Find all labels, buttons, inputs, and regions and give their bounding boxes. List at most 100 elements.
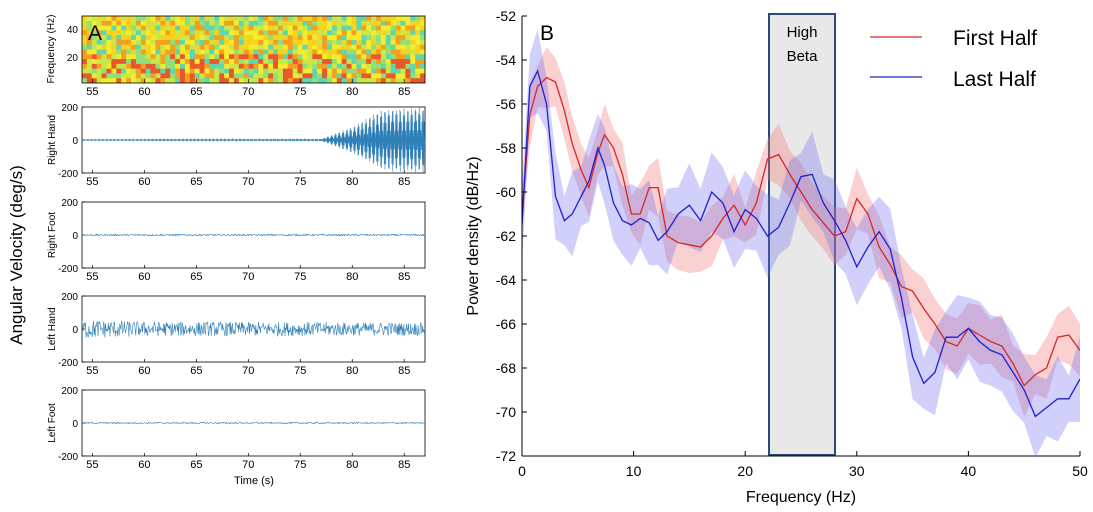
- trace-xtick-label: 60: [138, 459, 150, 471]
- spectrogram-cell: [106, 49, 112, 55]
- spectrogram-cell: [410, 39, 416, 46]
- spectrogram-cell: [273, 73, 279, 79]
- spectrogram-cell: [356, 20, 362, 27]
- spectrogram-cell: [336, 73, 343, 79]
- spectrogram-cell: [175, 73, 181, 79]
- trace-xtick-label: 75: [294, 459, 306, 471]
- spectrogram-cell: [204, 30, 210, 36]
- spectrogram-cell: [258, 16, 264, 22]
- spectrogram-cell: [184, 20, 191, 27]
- spectrogram-cell: [400, 59, 406, 65]
- spectrogram-cell: [297, 35, 304, 41]
- panel-a-xlabel: Time (s): [234, 475, 274, 487]
- spectrogram-cell: [385, 39, 392, 46]
- spectrogram-cell: [175, 44, 181, 51]
- trace-xtick-label: 60: [138, 365, 150, 377]
- spectrogram-cell: [140, 54, 147, 60]
- spectrogram-cell: [248, 54, 255, 60]
- spectrogram-cell: [86, 44, 93, 51]
- spectrogram-cell: [184, 16, 191, 22]
- spectrogram-cell: [126, 30, 132, 36]
- spectrogram-cell: [287, 25, 294, 31]
- spectrogram-cell: [258, 25, 264, 31]
- spectrogram-cell: [189, 78, 196, 83]
- spectrogram-cell: [366, 25, 372, 31]
- spectrogram-cell: [351, 59, 357, 65]
- spectrogram-cell: [287, 35, 294, 41]
- trace-ytick-label: -200: [58, 264, 78, 275]
- spectrogram-xtick-label: 65: [190, 86, 202, 98]
- spectrogram-cell: [170, 63, 176, 70]
- spectrogram-cell: [278, 35, 284, 41]
- spectrogram-cell: [121, 59, 127, 65]
- spectrogram-cell: [307, 73, 313, 79]
- spectrogram-cell: [155, 63, 161, 70]
- spectrogram-cell: [135, 68, 142, 75]
- spectrogram-cell: [214, 16, 220, 22]
- spectrogram-cell: [243, 39, 250, 46]
- spectrogram-cell: [91, 16, 98, 22]
- spectrogram-cell: [307, 63, 313, 70]
- spectrogram-cell: [238, 25, 245, 31]
- spectrogram-cell: [361, 30, 367, 36]
- spectrogram-cell: [287, 30, 294, 36]
- spectrogram-cell: [405, 30, 411, 36]
- spectrogram-cell: [145, 68, 152, 75]
- spectrogram-cell: [209, 54, 215, 60]
- spectrogram-cell: [380, 68, 387, 75]
- trace-xtick-label: 55: [86, 176, 98, 188]
- spectrogram-cell: [199, 30, 206, 36]
- spectrogram-cell: [155, 68, 161, 75]
- spectrogram-cell: [346, 35, 353, 41]
- spectrogram-cell: [184, 68, 191, 75]
- spectrogram-cell: [351, 44, 357, 51]
- spectrogram-cell: [361, 25, 367, 31]
- psd-xtick-label: 40: [961, 463, 977, 479]
- spectrogram-cell: [155, 16, 161, 22]
- spectrogram: A Frequency (Hz) 40 20 55 60 65 70 75 80 85: [46, 15, 426, 98]
- spectrogram-cell: [385, 30, 392, 36]
- spectrogram-cell: [86, 68, 93, 75]
- spectrogram-cell: [341, 30, 348, 36]
- spectrogram-cell: [106, 20, 112, 27]
- spectrogram-cell: [400, 16, 406, 22]
- spectrogram-cell: [224, 54, 230, 60]
- panel-b-xlabel: Frequency (Hz): [746, 489, 856, 506]
- spectrogram-cell: [150, 49, 157, 55]
- spectrogram-cell: [199, 49, 206, 55]
- spectrogram-cell: [96, 73, 103, 79]
- spectrogram-cell: [214, 30, 220, 36]
- spectrogram-cell: [390, 39, 397, 46]
- spectrogram-cell: [376, 59, 382, 65]
- spectrogram-cell: [91, 25, 98, 31]
- spectrogram-cell: [312, 73, 318, 79]
- trace-subplot: 200 0 -200 55 60 65 70 75 80 85 Right Hand: [47, 103, 426, 188]
- spectrogram-cell: [209, 73, 215, 79]
- spectrogram-cell: [219, 20, 225, 27]
- trace-signal: [81, 107, 426, 173]
- spectrogram-cell: [341, 63, 348, 70]
- spectrogram-cell: [224, 39, 230, 46]
- spectrogram-cell: [410, 63, 416, 70]
- spectrogram-cell: [390, 59, 397, 65]
- spectrogram-cell: [371, 73, 377, 79]
- spectrogram-cell: [199, 59, 206, 65]
- spectrogram-cell: [204, 68, 210, 75]
- spectrogram-cell: [390, 54, 397, 60]
- spectrogram-cell: [209, 35, 215, 41]
- spectrogram-cell: [366, 44, 372, 51]
- spectrogram-cell: [336, 16, 343, 22]
- spectrogram-cell: [106, 16, 112, 22]
- spectrogram-cell: [243, 49, 250, 55]
- spectrogram-cell: [317, 59, 323, 65]
- spectrogram-cell: [371, 68, 377, 75]
- spectrogram-cell: [420, 59, 425, 65]
- spectrogram-cell: [194, 63, 201, 70]
- trace-subplot: 200 0 -200 55 60 65 70 75 80 85 Left Foot: [47, 386, 426, 471]
- trace-label: Right Foot: [47, 212, 58, 258]
- spectrogram-cell: [317, 78, 323, 83]
- spectrogram-cell: [91, 54, 98, 60]
- spectrogram-cell: [336, 54, 343, 60]
- spectrogram-cell: [140, 39, 147, 46]
- spectrogram-cell: [121, 25, 127, 31]
